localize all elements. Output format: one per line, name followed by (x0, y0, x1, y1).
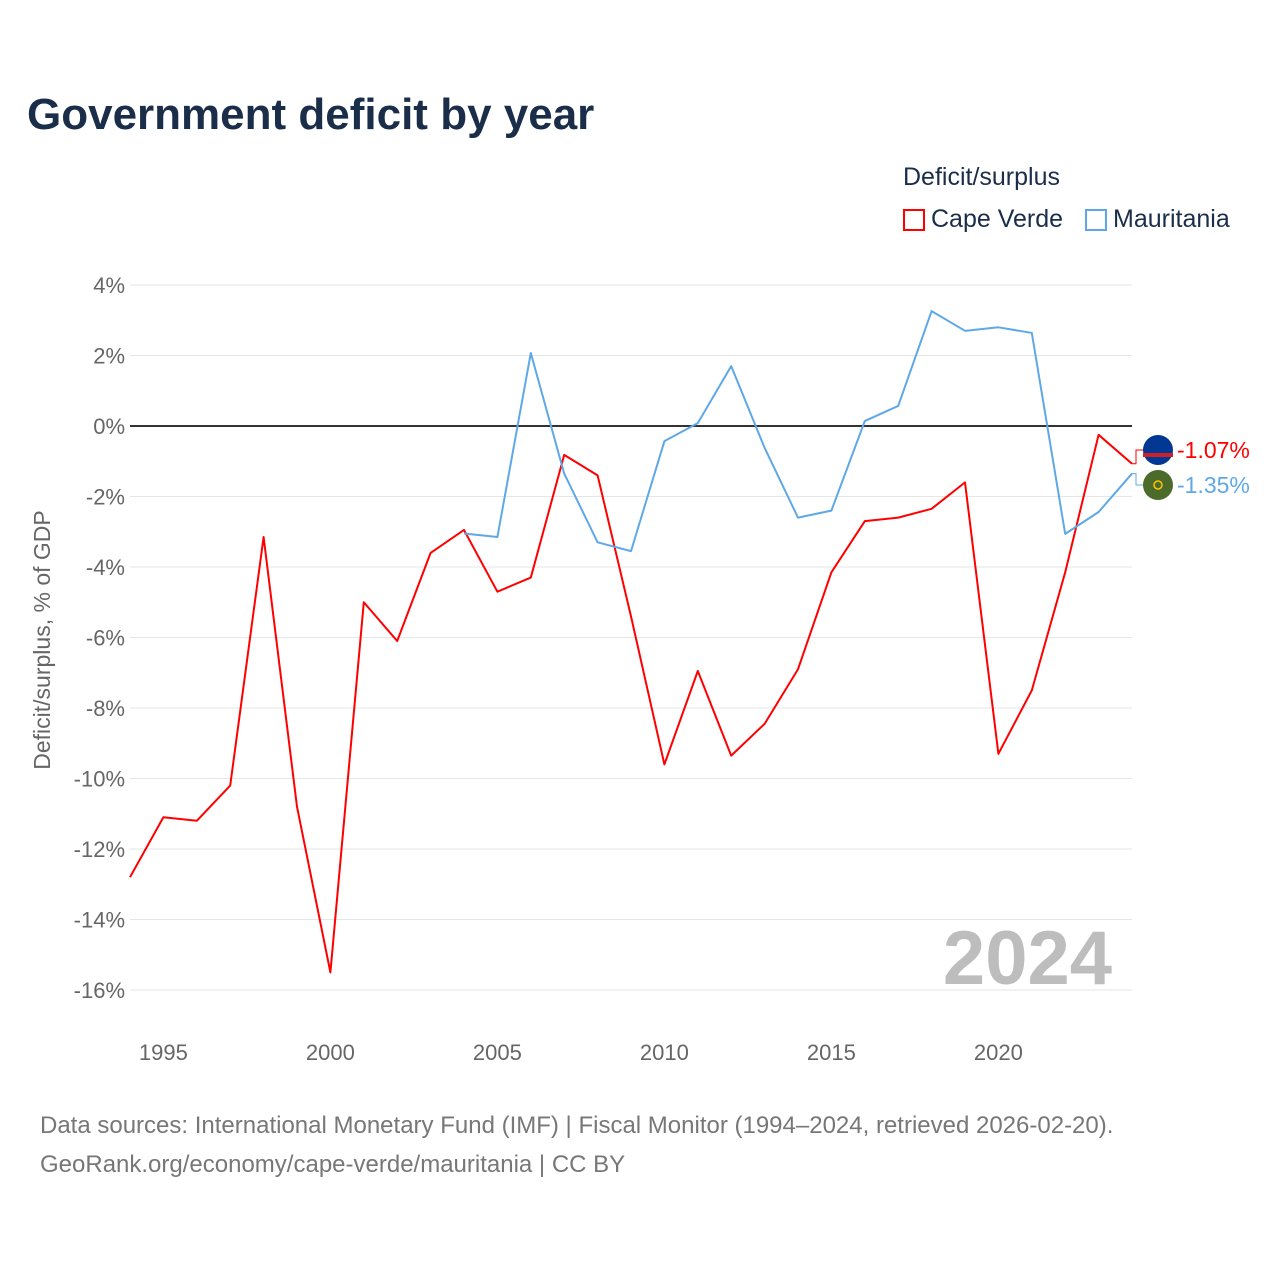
data-point (963, 329, 967, 333)
data-point (596, 473, 600, 477)
end-value-label: -1.35% (1177, 472, 1250, 498)
y-tick-label: -2% (86, 485, 125, 510)
data-point (696, 421, 700, 425)
data-point (128, 875, 132, 879)
data-point (262, 535, 266, 539)
end-label-connector (1132, 449, 1144, 465)
data-point (863, 419, 867, 423)
data-point (930, 507, 934, 511)
x-tick-label: 2000 (306, 1040, 355, 1065)
y-tick-label: -6% (86, 626, 125, 651)
y-tick-label: -8% (86, 696, 125, 721)
data-point (495, 590, 499, 594)
x-tick-label: 2020 (974, 1040, 1023, 1065)
y-tick-label: 0% (93, 414, 125, 439)
data-point (662, 439, 666, 443)
data-point (729, 364, 733, 368)
mauritania-flag-icon (1143, 470, 1173, 500)
data-point (462, 528, 466, 532)
footer: Data sources: International Monetary Fun… (40, 1106, 1113, 1184)
data-point (996, 325, 1000, 329)
y-tick-label: -16% (74, 978, 125, 1003)
data-point (696, 669, 700, 673)
data-point (796, 516, 800, 520)
data-point (562, 472, 566, 476)
cape-verde-flag-icon (1143, 435, 1173, 465)
data-point (161, 815, 165, 819)
data-point (763, 446, 767, 450)
x-tick-label: 2010 (640, 1040, 689, 1065)
data-point (429, 551, 433, 555)
end-label-connector (1132, 473, 1144, 486)
data-point (662, 762, 666, 766)
data-point (1030, 331, 1034, 335)
chart-title: Government deficit by year (27, 90, 595, 139)
data-point (1097, 510, 1101, 514)
series-line-mauritania (463, 310, 1133, 553)
data-point (529, 351, 533, 355)
data-point (562, 453, 566, 457)
y-tick-label: 2% (93, 344, 125, 369)
data-point (362, 600, 366, 604)
data-point (295, 805, 299, 809)
y-tick-label: 4% (93, 273, 125, 298)
data-point (930, 309, 934, 313)
data-point (195, 819, 199, 823)
flag-crescent (1153, 480, 1163, 490)
data-point (729, 754, 733, 758)
legend-label-mauritania: Mauritania (1113, 205, 1230, 233)
data-point (328, 970, 332, 974)
data-point (863, 519, 867, 523)
legend-item-mauritania[interactable]: Mauritania (1085, 205, 1230, 234)
legend-swatch-cape-verde (903, 208, 925, 231)
legend-item-cape-verde[interactable]: Cape Verde (903, 205, 1063, 234)
y-tick-label: -14% (74, 908, 125, 933)
legend-label-cape-verde: Cape Verde (931, 205, 1064, 233)
data-point (228, 784, 232, 788)
data-point (529, 576, 533, 580)
x-tick-label: 1995 (139, 1040, 188, 1065)
data-point (462, 532, 466, 536)
data-point (1097, 433, 1101, 437)
data-point (829, 570, 833, 574)
x-tick-label: 2005 (473, 1040, 522, 1065)
end-value-label: -1.07% (1177, 437, 1250, 463)
y-tick-label: -10% (74, 767, 125, 792)
line-chart: 4% 2% 0% -2% -4% -6% -8% -10% -12% -14% -16% 1995 20… (29, 273, 1250, 1065)
data-point (629, 614, 633, 618)
series-line-cape-verde (129, 433, 1133, 974)
year-watermark: 2024 (943, 916, 1112, 1001)
data-point (395, 639, 399, 643)
data-point (596, 540, 600, 544)
data-source-note: Data sources: International Monetary Fun… (40, 1112, 1114, 1139)
legend-title: Deficit/surplus (903, 163, 1060, 191)
y-tick-label: -12% (74, 837, 125, 862)
legend-swatch-mauritania (1085, 208, 1107, 231)
data-point (829, 509, 833, 513)
data-point (996, 752, 1000, 756)
y-axis-label: Deficit/surplus, % of GDP (29, 510, 55, 769)
y-tick-label: -4% (86, 555, 125, 580)
data-point (629, 549, 633, 553)
flag-stripe (1143, 453, 1173, 457)
data-point (495, 535, 499, 539)
data-point (1063, 532, 1067, 536)
data-point (1063, 570, 1067, 574)
data-point (896, 404, 900, 408)
x-tick-label: 2015 (807, 1040, 856, 1065)
source-url: GeoRank.org/economy/cape-verde/mauritani… (40, 1151, 626, 1178)
data-point (963, 480, 967, 484)
data-point (896, 516, 900, 520)
data-point (763, 722, 767, 726)
data-point (1030, 688, 1034, 692)
data-point (796, 667, 800, 671)
